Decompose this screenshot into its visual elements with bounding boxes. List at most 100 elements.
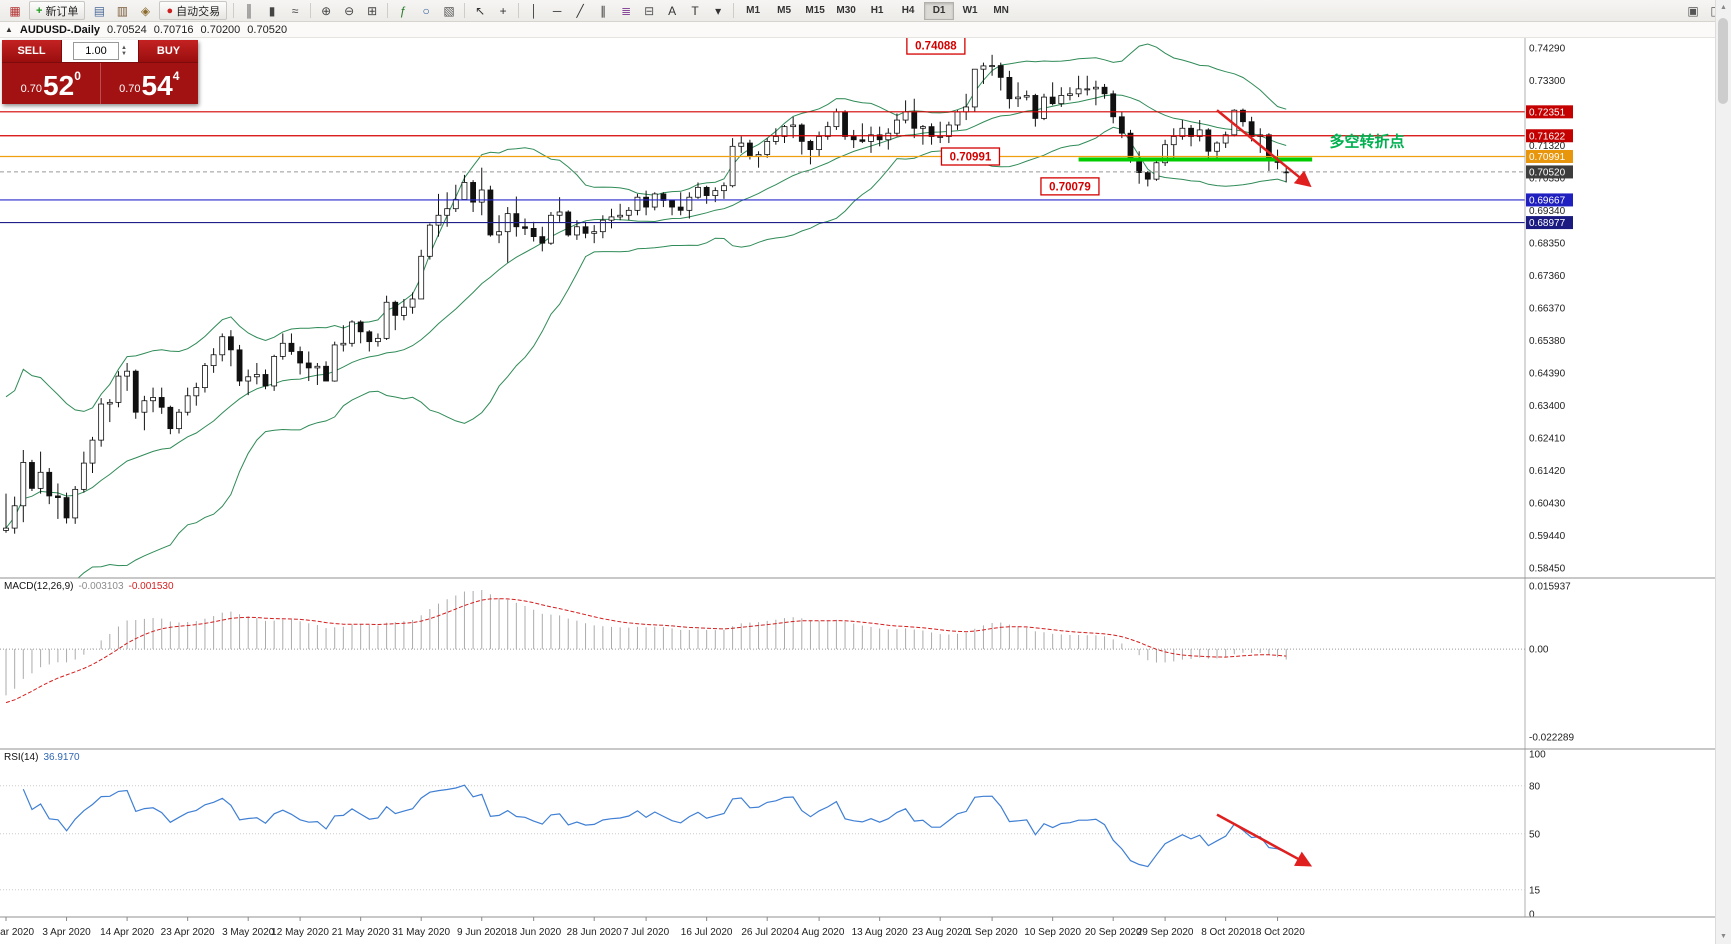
one-click-trading-panel: SELL ▲ ▼ BUY 0.70 52 0 0.70 54 4 [2, 40, 198, 104]
svg-text:0: 0 [1529, 909, 1535, 920]
crosshair-icon[interactable]: + [499, 3, 507, 18]
navigator-icon[interactable]: ◈ [140, 3, 151, 18]
new-order-button[interactable]: + 新订单 [29, 1, 86, 20]
timeframe-m5[interactable]: M5 [777, 5, 792, 16]
chart-canvas[interactable]: 0.74088 0.70991 0.70079 多空转折点 0.74290 0.73300… [0, 36, 1731, 944]
new-order-button-icon: + [36, 4, 43, 17]
fibonacci-icon[interactable]: ≣ [621, 3, 632, 18]
indicators-icon[interactable]: ƒ [399, 3, 407, 18]
svg-text:0.70079: 0.70079 [1049, 181, 1091, 193]
buy-button[interactable]: BUY [138, 40, 198, 62]
vertical-line-icon[interactable]: │ [530, 3, 538, 18]
buy-price-big: 54 [141, 70, 173, 101]
scroll-up-icon[interactable]: ▲ [1720, 4, 1727, 11]
svg-text:0.68350: 0.68350 [1529, 239, 1566, 250]
timeframe-mn[interactable]: MN [993, 5, 1009, 16]
new-chart-icon[interactable]: ▦ [9, 3, 21, 18]
scroll-down-icon[interactable]: ▼ [1720, 933, 1727, 940]
timeframe-d1[interactable]: D1 [924, 1, 955, 20]
svg-text:0.64390: 0.64390 [1529, 369, 1566, 380]
period-icon[interactable]: ○ [422, 3, 430, 18]
price-axis[interactable]: 0.742900.733000.723100.713200.703300.693… [1524, 38, 1573, 917]
pane-separators [0, 577, 1716, 918]
downtrend-arrow[interactable] [1216, 109, 1312, 188]
scroll-thumb[interactable] [1718, 18, 1728, 104]
candles [3, 54, 1290, 534]
templates-icon[interactable]: ▧ [443, 3, 455, 18]
timeframe-h1[interactable]: H1 [870, 5, 884, 16]
volume-down-icon[interactable]: ▼ [121, 51, 127, 57]
volume-input[interactable] [73, 42, 120, 60]
svg-text:0.00: 0.00 [1529, 645, 1549, 656]
timeframe-m1[interactable]: M1 [746, 5, 761, 16]
svg-text:0.72351: 0.72351 [1529, 107, 1566, 118]
macd-signal-value: -0.001530 [128, 581, 174, 592]
autotrading-button-icon: ● [166, 4, 174, 17]
volume-up-icon[interactable]: ▲ [121, 45, 127, 51]
price-callout[interactable]: 0.74088 [906, 36, 966, 55]
chart-window-icon[interactable]: ▣ [1687, 3, 1699, 18]
trendline-icon[interactable]: ╱ [576, 3, 584, 18]
volume-stepper[interactable]: ▲ ▼ [121, 45, 127, 57]
timeframe-w1[interactable]: W1 [962, 5, 978, 16]
svg-text:0.74290: 0.74290 [1529, 44, 1566, 55]
svg-text:0.74088: 0.74088 [915, 41, 957, 53]
timeframe-m30[interactable]: M30 [836, 5, 856, 16]
market-watch-icon[interactable]: ▤ [93, 3, 106, 18]
macd-name: MACD(12,26,9) [4, 581, 74, 592]
svg-text:50: 50 [1529, 829, 1541, 840]
chart-area[interactable]: SELL ▲ ▼ BUY 0.70 52 0 0.70 54 4 [0, 36, 1731, 944]
svg-text:21 May 2020: 21 May 2020 [332, 927, 390, 938]
svg-text:0.65380: 0.65380 [1529, 336, 1566, 347]
tile-windows-icon[interactable]: ⊞ [367, 3, 378, 18]
data-window-icon[interactable]: ▥ [116, 3, 129, 18]
vertical-scrollbar[interactable]: ▲ ▼ [1715, 0, 1731, 944]
svg-text:18 Oct 2020: 18 Oct 2020 [1250, 927, 1305, 938]
rsi-downtrend-arrow[interactable] [1216, 813, 1313, 867]
horizontal-lines[interactable] [0, 111, 1525, 224]
sell-button[interactable]: SELL [2, 40, 62, 62]
svg-text:0.60430: 0.60430 [1529, 499, 1566, 510]
svg-text:8 Oct 2020: 8 Oct 2020 [1201, 927, 1250, 938]
toolbar-separator [310, 3, 312, 18]
svg-text:18 Jun 2020: 18 Jun 2020 [506, 927, 561, 938]
buy-price[interactable]: 0.70 54 4 [101, 63, 199, 104]
rsi-name: RSI(14) [4, 752, 39, 763]
svg-text:0.58450: 0.58450 [1529, 564, 1566, 575]
svg-text:0.69340: 0.69340 [1529, 206, 1566, 217]
ohlc-open: 0.70524 [107, 23, 147, 36]
grid-icon[interactable]: ⊟ [644, 3, 655, 18]
main-toolbar: ▦ + 新订单 ▤ ▥ ◈ ● 自动交易 ║ ▮ ≈ ⊕ ⊖ ⊞ ƒ ○ ▧ ↖ + │ ─ ╱ ∥ ≣ ⊟ A T ▾ M1 M5 M15… [0, 0, 1731, 22]
svg-text:20 Sep 2020: 20 Sep 2020 [1085, 927, 1142, 938]
svg-text:7 Jul 2020: 7 Jul 2020 [623, 927, 670, 938]
annotations[interactable]: 0.74088 0.70991 0.70079 多空转折点 [906, 36, 1405, 196]
svg-text:0.70330: 0.70330 [1529, 174, 1566, 185]
timeframe-m15[interactable]: M15 [805, 5, 825, 16]
svg-text:0.66370: 0.66370 [1529, 304, 1566, 315]
svg-text:-0.022289: -0.022289 [1529, 733, 1574, 744]
timeframe-h4[interactable]: H4 [901, 5, 915, 16]
svg-text:80: 80 [1529, 781, 1541, 792]
sell-price[interactable]: 0.70 52 0 [2, 63, 101, 104]
sell-price-big: 52 [43, 70, 75, 101]
autotrading-button[interactable]: ● 自动交易 [159, 1, 228, 20]
date-axis[interactable]: 25 Mar 2020 3 Apr 2020 14 Apr 2020 23 Apr 2… [0, 917, 1305, 938]
svg-text:0.69667: 0.69667 [1529, 195, 1566, 206]
cursor-icon[interactable]: ↖ [475, 3, 486, 18]
chart-symbol-period: AUDUSD-.Daily [19, 23, 100, 36]
label-icon[interactable]: T [691, 3, 699, 18]
arrow-objects-icon[interactable]: ▾ [715, 3, 722, 18]
svg-text:0.68977: 0.68977 [1529, 218, 1566, 229]
zoom-in-icon[interactable]: ⊕ [321, 3, 332, 18]
zoom-out-icon[interactable]: ⊖ [344, 3, 355, 18]
candlestick-chart-icon[interactable]: ▮ [268, 3, 276, 18]
price-callout[interactable]: 0.70079 [1040, 177, 1100, 196]
text-icon[interactable]: A [668, 3, 677, 18]
bar-chart-icon[interactable]: ║ [244, 3, 254, 18]
svg-text:0.73300: 0.73300 [1529, 76, 1566, 87]
horizontal-line-icon[interactable]: ─ [552, 3, 562, 18]
price-callout[interactable]: 0.70991 [940, 147, 1001, 166]
line-chart-icon[interactable]: ≈ [291, 3, 299, 18]
turning-point-note[interactable]: 多空转折点 [1329, 132, 1404, 150]
channel-icon[interactable]: ∥ [600, 3, 607, 18]
